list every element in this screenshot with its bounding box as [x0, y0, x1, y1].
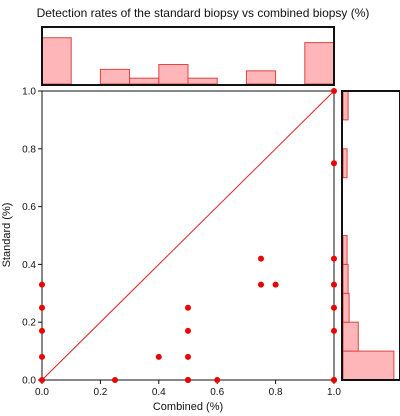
top-histogram-bar: [187, 77, 218, 85]
y-tick-label: 1.0: [22, 87, 36, 98]
right-histogram: [342, 90, 395, 381]
chart-title: Detection rates of the standard biopsy v…: [37, 6, 370, 20]
data-point: [331, 304, 337, 311]
data-point: [331, 255, 337, 262]
y-tick-label: 0.2: [22, 318, 36, 329]
x-tick-label: 0.4: [152, 387, 166, 398]
x-tick-label: 0.6: [210, 387, 224, 398]
right-histogram-bar: [342, 148, 348, 179]
x-tick-label: 1.0: [327, 387, 341, 398]
right-histogram-bar: [342, 90, 349, 121]
x-tick-label: 0.8: [269, 387, 283, 398]
data-point: [258, 281, 264, 288]
data-point: [112, 377, 118, 383]
data-point: [155, 353, 162, 360]
data-point: [331, 327, 337, 334]
data-point: [258, 255, 264, 262]
y-tick-label: 0.8: [22, 144, 36, 155]
data-points: [39, 88, 337, 383]
data-point: [331, 88, 337, 94]
reference-line-group: [41, 90, 335, 381]
data-point: [39, 377, 45, 383]
right-histogram-bar: [342, 292, 350, 323]
data-point: [331, 281, 337, 288]
data-point: [185, 377, 191, 383]
right-histogram-bar: [342, 321, 359, 352]
top-histogram-bar: [304, 42, 335, 85]
y-axis: 0.0 0.2 0.4 0.6 0.8 1.0: [22, 87, 42, 387]
y-axis-label: Standard (%): [1, 203, 13, 268]
data-point: [185, 304, 191, 311]
right-histogram-bar: [342, 235, 348, 265]
right-histogram-bar: [342, 263, 349, 294]
x-tick-label: 0.2: [93, 387, 107, 398]
data-point: [331, 377, 337, 383]
top-histogram-bar: [41, 37, 72, 85]
top-histogram-frame: [41, 26, 335, 86]
data-point: [272, 281, 279, 288]
y-tick-label: 0.4: [22, 260, 36, 271]
x-axis-label: Combined (%): [153, 401, 223, 413]
data-point: [39, 304, 45, 311]
x-axis: 0.0 0.2 0.4 0.6 0.8 1.0: [35, 380, 341, 398]
data-point: [185, 327, 191, 334]
diagonal-reference-line: [41, 90, 335, 381]
right-histogram-bar: [342, 350, 395, 381]
data-point: [39, 281, 45, 288]
y-tick-label: 0.6: [22, 202, 36, 213]
data-point: [214, 377, 221, 383]
right-histogram-frame: [341, 90, 400, 381]
data-point: [331, 160, 337, 167]
x-tick-label: 0.0: [35, 387, 49, 398]
top-histogram-bar: [158, 64, 189, 85]
data-point: [185, 353, 191, 360]
top-histogram: [41, 37, 335, 85]
data-point: [39, 353, 45, 360]
data-point: [39, 327, 45, 334]
top-histogram-bar: [129, 77, 160, 85]
y-tick-label: 0.0: [22, 376, 36, 387]
top-histogram-bar: [245, 70, 277, 85]
top-histogram-bar: [99, 68, 131, 85]
